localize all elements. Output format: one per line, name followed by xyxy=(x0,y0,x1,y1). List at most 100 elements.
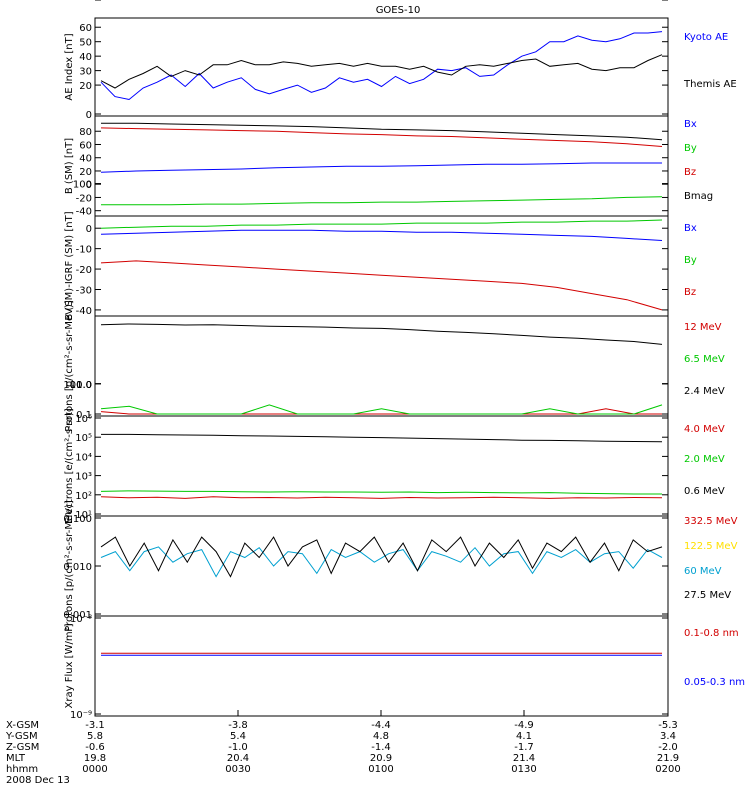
series-line-dbr-0 xyxy=(100,229,663,241)
series-line-hiprotons-3 xyxy=(100,536,663,578)
y-axis-label: Protons [p/(cm²-s-sr-MeV)] xyxy=(64,300,75,432)
y-tick-label: 20 xyxy=(79,167,92,178)
series-line-protons-2 xyxy=(100,323,663,345)
legend-entry: 2.4 MeV xyxy=(684,386,725,397)
panel-frame xyxy=(94,315,669,417)
series-line-b-2 xyxy=(100,127,663,147)
y-tick-label: 10.0 xyxy=(70,380,92,391)
x-tick-label: 0200 xyxy=(655,764,680,775)
row-label: Y-GSM xyxy=(5,731,38,742)
series-line-electrons-0 xyxy=(100,496,663,499)
y-tick-label: 40 xyxy=(79,52,92,63)
y-tick-label: 10¹ xyxy=(75,510,92,521)
legend-entry: 27.5 MeV xyxy=(684,590,731,601)
y-tick-label: -10 xyxy=(76,245,92,256)
legend-entry: Kyoto AE xyxy=(684,32,728,43)
row-label: MLT xyxy=(6,753,26,764)
y-tick-label: 0.100 xyxy=(63,514,92,525)
legend-entry: 6.5 MeV xyxy=(684,354,725,365)
legend-entry: 122.5 MeV xyxy=(684,541,738,552)
series-line-ae-1 xyxy=(100,54,663,89)
y-tick-label: 10³ xyxy=(75,472,92,483)
x-tick-label: 20.9 xyxy=(370,753,392,764)
series-line-dbr-2 xyxy=(100,260,663,311)
y-tick-label: 20 xyxy=(79,81,92,92)
y-tick-label: -20 xyxy=(76,265,92,276)
panel-frame xyxy=(94,515,669,617)
y-tick-label: 10⁻⁸ xyxy=(70,614,92,625)
x-tick-label: -3.1 xyxy=(85,720,105,731)
legend-entry: 12 MeV xyxy=(684,322,722,333)
y-axis-label: Electrons [e/(cm²-s-sr)] xyxy=(64,408,75,524)
y-tick-label: 10⁶ xyxy=(75,414,92,425)
series-line-dbr-1 xyxy=(100,219,663,229)
x-tick-label: 21.9 xyxy=(657,753,679,764)
panel-dbr: 0 -10 -20 -30 -40B (SM)-IGRF (SM) [nT] Bx By Bz xyxy=(64,211,697,320)
y-tick-label: 1.0 xyxy=(76,380,92,391)
x-tick-label: -1.0 xyxy=(228,742,248,753)
y-tick-label: 0.010 xyxy=(63,562,92,573)
y-tick-label: 100 xyxy=(73,180,92,191)
legend-entry: 60 MeV xyxy=(684,566,722,577)
x-tick-label: 19.8 xyxy=(84,753,106,764)
y-tick-label: 80 xyxy=(79,127,92,138)
y-axis-label: Xray Flux [W/m²] xyxy=(64,623,75,708)
legend-entry: By xyxy=(684,255,697,266)
x-tick-label: -0.6 xyxy=(85,742,105,753)
y-tick-label: 10⁻⁹ xyxy=(70,710,92,721)
chart-title: GOES-10 xyxy=(376,5,421,16)
panel-b: 100 80 60 40 20 0 -20 -40 B (SM) [nT] Bx By Bz Bmag xyxy=(64,115,713,218)
series-line-electrons-2 xyxy=(101,433,663,443)
x-tick-label: 4.1 xyxy=(516,731,532,742)
y-axis-label: B (SM) [nT] xyxy=(64,138,75,194)
y-tick-label: 0.001 xyxy=(63,610,92,621)
legend-entry: 0.6 MeV xyxy=(684,486,725,497)
legend-entry: Bmag xyxy=(684,191,713,202)
x-tick-label: 3.4 xyxy=(660,731,676,742)
y-tick-label: -40 xyxy=(76,207,92,218)
y-axis-label: B (SM)-IGRF (SM) [nT] xyxy=(64,211,75,320)
series-line-b-1 xyxy=(101,196,663,206)
y-tick-label: 30 xyxy=(79,67,92,78)
x-tick-label: 0000 xyxy=(82,764,107,775)
series-line-b-0 xyxy=(100,162,662,173)
legend-entry: Bz xyxy=(684,167,696,178)
x-tick-label: 5.8 xyxy=(87,731,103,742)
x-tick-label: -1.7 xyxy=(514,742,534,753)
legend-entry: 0.05-0.3 nm xyxy=(684,677,745,688)
x-tick-label: -3.8 xyxy=(228,720,248,731)
row-label: hhmm xyxy=(6,764,38,775)
date-label: 2008 Dec 13 xyxy=(6,775,70,786)
x-tick-label: -2.0 xyxy=(658,742,678,753)
x-tick-label: -4.9 xyxy=(514,720,534,731)
panel-frame xyxy=(94,17,669,117)
x-tick-label: -5.3 xyxy=(658,720,678,731)
panel-xray: 10⁻⁸ 10⁻⁹ Xray Flux [W/m²] 0.1-0.8 nm 0.05-0… xyxy=(64,614,745,721)
legend-entry: 4.0 MeV xyxy=(684,424,725,435)
legend-entry: 2.0 MeV xyxy=(684,454,725,465)
y-tick-label: 40 xyxy=(79,154,92,165)
x-tick-label: 4.8 xyxy=(373,731,389,742)
series-line-protons-1 xyxy=(100,404,663,415)
y-tick-label: 10⁵ xyxy=(75,433,92,444)
y-tick-label: 10⁴ xyxy=(75,452,92,463)
row-label: Z-GSM xyxy=(6,742,39,753)
y-tick-label: 100.0 xyxy=(63,380,92,391)
legend-entry: Bx xyxy=(684,119,697,130)
y-tick-label: 0 xyxy=(86,180,92,191)
legend-entry: Themis AE xyxy=(683,79,737,90)
row-label: X-GSM xyxy=(6,720,39,731)
x-tick-label: 0100 xyxy=(368,764,393,775)
x-tick-label: 0130 xyxy=(511,764,536,775)
panel-ae: 0 10 20 30 40 50 60 AE Index [nT] Kyoto AE Themis… xyxy=(64,0,737,121)
y-tick-label: 0.1 xyxy=(76,410,92,421)
series-line-ae-0 xyxy=(100,31,663,101)
legend-entry: 332.5 MeV xyxy=(684,516,738,527)
y-tick-label: 60 xyxy=(79,140,92,151)
series-line-electrons-1 xyxy=(100,490,662,495)
y-tick-label: 50 xyxy=(79,38,92,49)
